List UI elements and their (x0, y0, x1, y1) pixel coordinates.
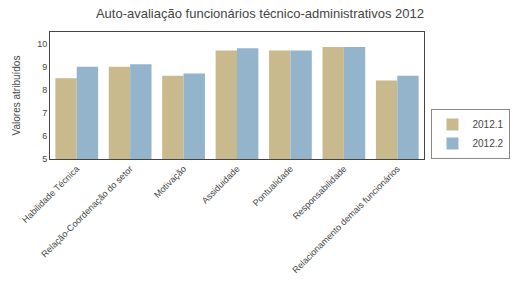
svg-text:7: 7 (42, 108, 47, 118)
svg-text:Relacionamento demais funcioná: Relacionamento demais funcionários (290, 163, 402, 275)
svg-text:10: 10 (37, 39, 47, 49)
svg-text:Auto-avaliação funcionários té: Auto-avaliação funcionários técnico-admi… (96, 6, 424, 21)
svg-text:5: 5 (42, 154, 47, 164)
svg-text:Pontualidade: Pontualidade (251, 164, 295, 208)
svg-text:2012.1: 2012.1 (472, 119, 503, 130)
svg-text:Relação-Coordenação do setor: Relação-Coordenação do setor (39, 164, 135, 260)
svg-text:2012.2: 2012.2 (472, 138, 503, 149)
svg-text:Motivação: Motivação (152, 164, 188, 200)
svg-text:9: 9 (42, 62, 47, 72)
svg-text:Habilidade Técnica: Habilidade Técnica (20, 164, 81, 225)
svg-text:Assiduidade: Assiduidade (200, 164, 242, 206)
svg-text:Responsabilidade: Responsabilidade (291, 164, 349, 222)
svg-text:8: 8 (42, 85, 47, 95)
svg-text:6: 6 (42, 131, 47, 141)
svg-text:Valores atribuídos: Valores atribuídos (11, 56, 22, 136)
